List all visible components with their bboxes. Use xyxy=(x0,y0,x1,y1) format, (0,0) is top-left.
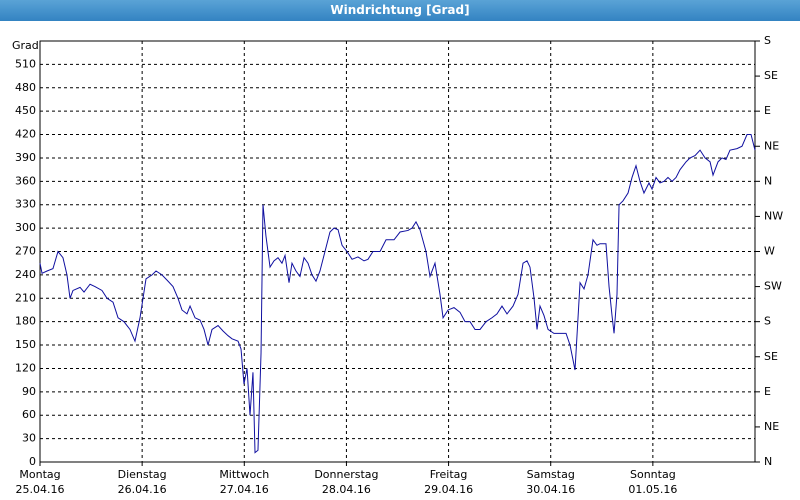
y-tick-label: 180 xyxy=(15,315,36,328)
y-tick-label: 270 xyxy=(15,245,36,258)
y-tick-label: 300 xyxy=(15,221,36,234)
x-tick-date: 25.04.16 xyxy=(16,483,65,496)
y2-tick-label: NE xyxy=(764,420,779,433)
x-tick-date: 29.04.16 xyxy=(424,483,473,496)
y-tick-label: 90 xyxy=(22,385,36,398)
x-tick-date: 01.05.16 xyxy=(628,483,677,496)
y-tick-label: 420 xyxy=(15,128,36,141)
y-tick-label: 510 xyxy=(15,57,36,70)
y2-tick-label: NE xyxy=(764,139,779,152)
x-tick-date: 28.04.16 xyxy=(322,483,371,496)
x-tick-date: 27.04.16 xyxy=(220,483,269,496)
y-tick-label: 30 xyxy=(22,432,36,445)
y-tick-label: 150 xyxy=(15,338,36,351)
title-bar: Windrichtung [Grad] xyxy=(0,0,800,21)
y2-tick-label: W xyxy=(764,245,775,258)
y2-tick-label: NW xyxy=(764,209,783,222)
x-tick-label: Sonntag xyxy=(630,468,676,481)
x-tick-label: Mittwoch xyxy=(219,468,269,481)
y-tick-label: 120 xyxy=(15,361,36,374)
x-tick-date: 26.04.16 xyxy=(118,483,167,496)
y2-tick-label: E xyxy=(764,385,771,398)
plot-border xyxy=(39,40,756,463)
x-tick-label: Montag xyxy=(19,468,60,481)
data-line xyxy=(39,134,756,454)
y2-tick-label: N xyxy=(764,174,772,187)
y2-tick-label: SE xyxy=(764,350,778,363)
y2-tick-label: S xyxy=(764,315,771,328)
y2-tick-label: SE xyxy=(764,69,778,82)
y2-tick-label: E xyxy=(764,104,771,117)
y-tick-label: 480 xyxy=(15,81,36,94)
y-tick-label: 360 xyxy=(15,174,36,187)
y-tick-label: 210 xyxy=(15,291,36,304)
y2-tick-label: S xyxy=(764,34,771,47)
x-tick-label: Samstag xyxy=(527,468,575,481)
x-tick-label: Dienstag xyxy=(118,468,167,481)
x-tick-label: Donnerstag xyxy=(314,468,378,481)
y-tick-label: 0 xyxy=(29,455,36,468)
y2-tick-label: SW xyxy=(764,280,782,293)
x-tick-label: Freitag xyxy=(430,468,468,481)
y2-tick-label: N xyxy=(764,455,772,468)
y-tick-label: 450 xyxy=(15,104,36,117)
y-tick-label: 240 xyxy=(15,268,36,281)
y-tick-label: 330 xyxy=(15,198,36,211)
y-tick-label: 60 xyxy=(22,408,36,421)
y-axis-label: Grad xyxy=(12,39,39,52)
x-tick-date: 30.04.16 xyxy=(526,483,575,496)
y-tick-label: 390 xyxy=(15,151,36,164)
